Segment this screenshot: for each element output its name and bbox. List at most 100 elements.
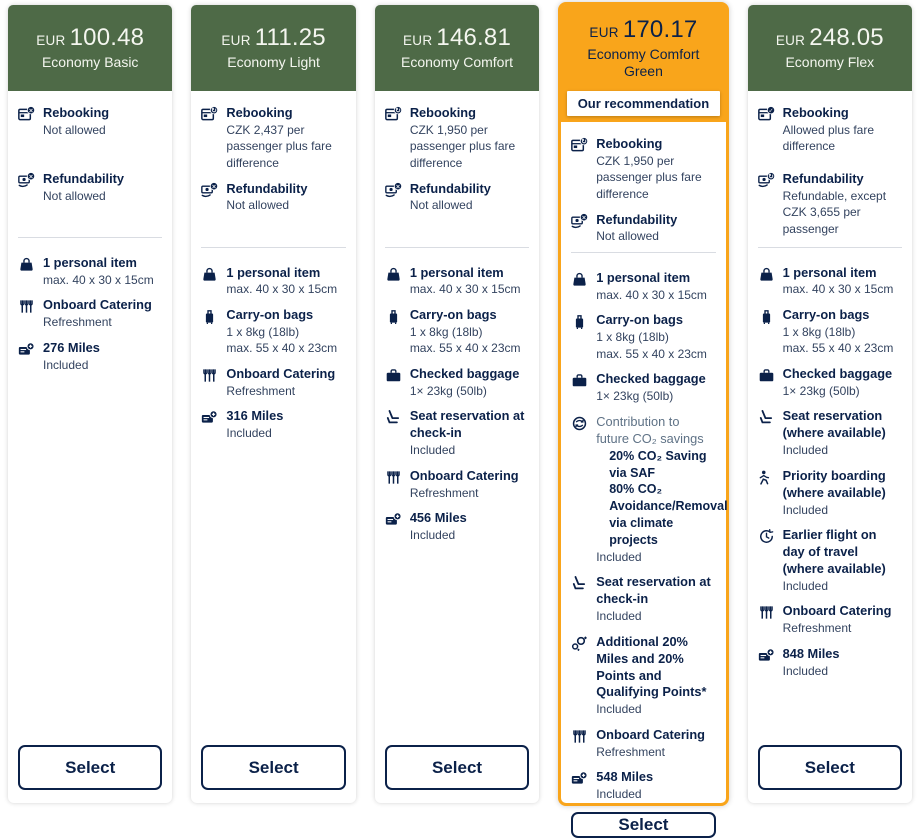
feature-text: Carry-on bags 1 x 8kg (18lb) max. 55 x 40…	[596, 312, 715, 362]
feature-title: 548 Miles	[596, 769, 654, 785]
feature-description: 1× 23kg (50lb)	[782, 383, 860, 398]
feature-text: Rebooking Not allowed	[43, 105, 162, 162]
fare-features-section: 1 personal item max. 40 x 30 x 15cm Onbo…	[18, 255, 162, 382]
feature-item: 1 personal item max. 40 x 30 x 15cm	[571, 270, 715, 303]
feature-item: 548 Miles Included	[571, 769, 715, 802]
feature-description: Allowed plus fare difference	[782, 122, 875, 154]
feature-text: Carry-on bags 1 x 8kg (18lb) max. 55 x 40…	[410, 307, 529, 357]
feature-description: Included	[43, 357, 89, 372]
feature-highlight-line: 80% CO₂ Avoidance/Removal via climate pr…	[609, 482, 728, 548]
feature-title: Rebooking	[782, 105, 849, 120]
feature-title: Seat reservation at check-in	[409, 408, 525, 441]
feature-description: max. 40 x 30 x 15cm	[596, 287, 707, 302]
recommendation-strip: Our recommendation	[561, 91, 726, 122]
feature-description: 1 x 8kg (18lb)	[226, 324, 300, 339]
checked-baggage-icon	[385, 366, 410, 399]
feature-text: Rebooking CZK 2,437 per passenger plus f…	[226, 105, 345, 172]
fare-conditions-section: ↻ Rebooking CZK 2,437 per passenger plus…	[201, 105, 345, 247]
feature-text: Refundability Refundable, except CZK 3,6…	[783, 171, 902, 238]
fare-card-header: EUR 248.05 Economy Flex	[747, 5, 913, 91]
feature-description: Not allowed	[409, 198, 473, 213]
fare-name: Economy Light	[227, 54, 320, 71]
checked-baggage-icon	[571, 371, 596, 404]
feature-description: Included	[596, 702, 642, 717]
feature-description: CZK 1,950 per passenger plus fare differ…	[596, 153, 702, 201]
select-fare-button[interactable]: Select	[201, 745, 346, 790]
fare-features-section: 1 personal item max. 40 x 30 x 15cm Carr…	[385, 265, 529, 553]
feature-title: 1 personal item	[226, 264, 321, 280]
currency-code: EUR	[589, 24, 619, 40]
feature-description: Refreshment	[596, 744, 665, 759]
feature-item: Onboard Catering Refreshment	[18, 297, 162, 330]
fare-price: EUR 170.17	[589, 16, 697, 44]
feature-description: max. 55 x 40 x 23cm	[782, 341, 894, 356]
onboard-catering-icon	[18, 297, 43, 330]
feature-title: Rebooking	[596, 136, 663, 151]
miles-icon	[758, 646, 783, 679]
priority-boarding-icon	[758, 468, 783, 518]
svg-text:×: ×	[582, 214, 587, 221]
seat-reservation-icon	[385, 408, 410, 458]
svg-text:↻: ↻	[212, 106, 218, 114]
fare-card-header: EUR 146.81 Economy Comfort	[374, 5, 540, 91]
feature-title: Checked baggage	[782, 365, 893, 381]
feature-text: Refundability Not allowed	[410, 181, 529, 238]
seat-reservation-icon	[758, 408, 783, 458]
fare-card-economy-flex: EUR 248.05 Economy Flex ✓ Rebooking Allow…	[747, 5, 913, 803]
currency-code: EUR	[221, 33, 251, 49]
seat-reservation-icon	[571, 574, 596, 624]
feature-text: Onboard Catering Refreshment	[43, 297, 162, 330]
fare-name: Economy Comfort	[400, 54, 514, 71]
feature-title: Additional 20% Miles and 20% Points and …	[596, 633, 707, 700]
feature-description: max. 40 x 30 x 15cm	[43, 272, 154, 287]
refundability-icon: ×	[384, 181, 410, 238]
fare-conditions-section: ↻ Rebooking CZK 1,950 per passenger plus…	[384, 105, 529, 247]
feature-title: Priority boarding (where available)	[782, 467, 886, 500]
select-fare-button[interactable]: Select	[18, 745, 163, 790]
section-divider	[201, 246, 346, 248]
select-fare-button[interactable]: Select	[384, 745, 530, 790]
fare-card-header: EUR 170.17 Economy Comfort Green	[561, 5, 726, 91]
feature-item: Priority boarding (where available) Incl…	[758, 468, 902, 518]
fare-features-section: 1 personal item max. 40 x 30 x 15cm Carr…	[571, 270, 728, 812]
svg-text:×: ×	[28, 107, 33, 114]
feature-description: 1× 23kg (50lb)	[409, 383, 487, 398]
onboard-catering-icon	[201, 366, 226, 399]
feature-text: Carry-on bags 1 x 8kg (18lb) max. 55 x 40…	[783, 307, 902, 357]
feature-item: × Refundability Not allowed	[384, 181, 529, 238]
feature-description: Refreshment	[226, 383, 296, 398]
fare-price: EUR 146.81	[403, 24, 511, 52]
svg-text:↻: ↻	[395, 106, 401, 114]
select-fare-button[interactable]: Select	[571, 811, 716, 838]
feature-item: Onboard Catering Refreshment	[201, 366, 345, 399]
feature-item: Onboard Catering Refreshment	[571, 727, 715, 760]
svg-text:×: ×	[212, 183, 217, 190]
feature-description: Not allowed	[596, 229, 659, 244]
feature-title: Earlier flight on day of travel (where a…	[782, 527, 886, 576]
miles-icon	[571, 769, 596, 802]
feature-title: Carry-on bags	[596, 312, 683, 328]
rebooking-icon: ✓	[757, 105, 783, 162]
rebooking-icon: ×	[18, 105, 43, 162]
carry-on-bag-icon	[571, 312, 596, 362]
select-fare-button[interactable]: Select	[757, 745, 903, 790]
feature-text: Seat reservation at check-in Included	[410, 408, 529, 458]
feature-description: Included	[226, 426, 272, 441]
feature-title: Refundability	[782, 171, 864, 186]
feature-description: Not allowed	[43, 188, 106, 203]
miles-icon	[201, 408, 226, 441]
feature-title: 848 Miles	[782, 645, 840, 661]
section-divider	[384, 246, 530, 248]
currency-code: EUR	[403, 33, 433, 49]
fare-card-body: ↻ Rebooking CZK 2,437 per passenger plus…	[191, 91, 355, 803]
bonus-points-icon	[571, 634, 596, 718]
svg-text:×: ×	[395, 183, 400, 190]
feature-text: Earlier flight on day of travel (where a…	[783, 527, 902, 594]
refundability-icon: ↻	[757, 171, 783, 238]
personal-item-icon	[571, 270, 596, 303]
fare-card-body: ✓ Rebooking Allowed plus fare difference…	[748, 91, 912, 803]
svg-text:×: ×	[28, 173, 33, 180]
feature-description: 1× 23kg (50lb)	[596, 389, 674, 404]
recommendation-badge: Our recommendation	[567, 91, 720, 116]
feature-title: Rebooking	[43, 105, 110, 120]
